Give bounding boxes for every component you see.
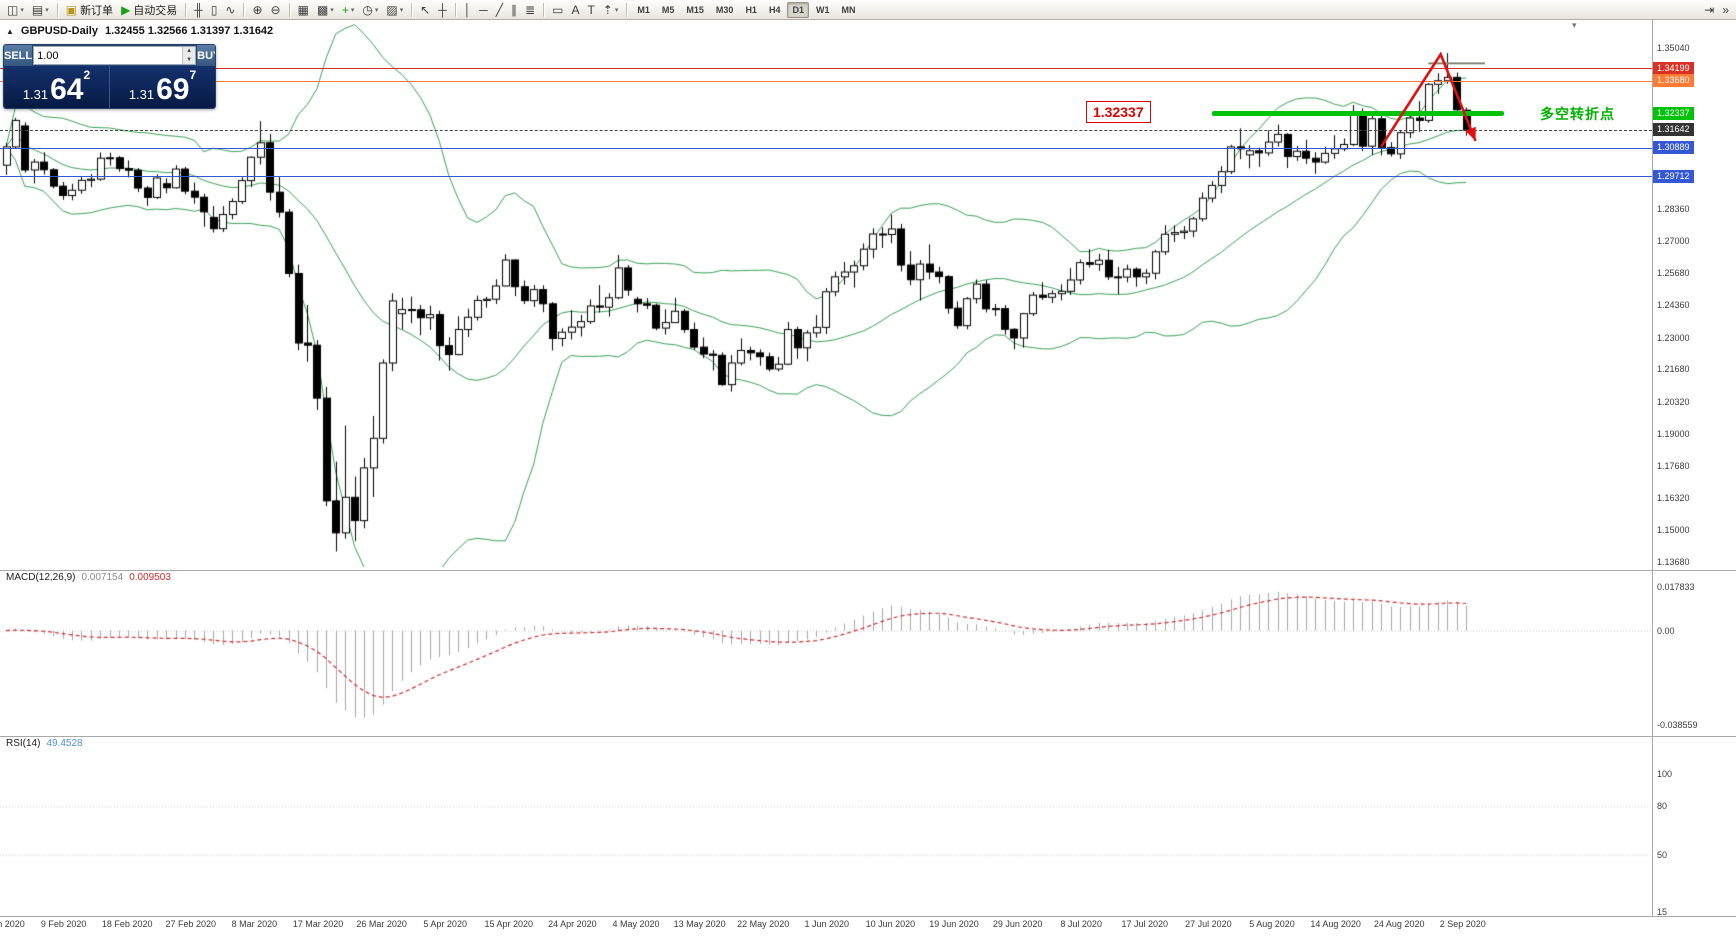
sell-price[interactable]: 1.31 64 2	[4, 66, 109, 108]
macd-label: MACD(12,26,9) 0.007154 0.009503	[6, 572, 171, 583]
date-axis-border	[0, 916, 1736, 917]
volume-up-button[interactable]: ▲	[186, 48, 193, 54]
one-click-collapse-icon[interactable]: ▲	[6, 26, 14, 36]
chart-shift-marker[interactable]: ▾	[1572, 20, 1577, 30]
level-line-1.30889[interactable]	[0, 147, 1652, 149]
rsi-label: RSI(14) 49.4528	[6, 738, 83, 749]
pane-separator-rsi[interactable]	[0, 736, 1736, 737]
volume-input[interactable]	[34, 47, 183, 64]
macd-signal-value: 0.009503	[129, 572, 171, 583]
chart-title: ▲ GBPUSD-Daily 1.32455 1.32566 1.31397 1…	[6, 25, 273, 37]
level-line-1.29712[interactable]	[0, 176, 1652, 178]
volume-spinner: ▲ ▼	[182, 47, 196, 64]
pane-separator-macd[interactable]	[0, 570, 1736, 571]
buy-price-pip: 7	[189, 68, 197, 82]
macd-main-value: 0.007154	[81, 572, 124, 583]
sell-price-prefix: 1.31	[22, 86, 49, 102]
turning-point-label: 多空转折点	[1540, 106, 1615, 122]
buy-button[interactable]: BUY	[197, 45, 215, 66]
buy-price-big: 69	[156, 72, 190, 106]
volume-down-button[interactable]: ▼	[186, 57, 193, 63]
one-click-trading-panel: SELL ▲ ▼ BUY 1.31 64 2 1.31 69 7	[3, 44, 216, 109]
buy-price[interactable]: 1.31 69 7	[110, 66, 215, 108]
turning-point-line[interactable]	[1211, 110, 1504, 116]
sell-button[interactable]: SELL	[4, 45, 33, 66]
price-axis-border	[1652, 20, 1653, 917]
symbol-label: GBPUSD-Daily	[20, 25, 98, 37]
level-line-1.31642[interactable]	[0, 129, 1652, 131]
rsi-value: 49.4528	[46, 738, 83, 749]
macd-name: MACD(12,26,9)	[6, 572, 76, 583]
rsi-name: RSI(14)	[6, 738, 41, 749]
buy-price-prefix: 1.31	[128, 86, 155, 102]
volume-field: ▲ ▼	[33, 46, 197, 65]
ohlc-values: 1.32455 1.32566 1.31397 1.31642	[104, 25, 274, 37]
sell-price-big: 64	[50, 72, 84, 106]
level-line-1.34199[interactable]	[0, 68, 1652, 70]
level-line-1.33680[interactable]	[0, 80, 1652, 82]
sell-price-pip: 2	[83, 68, 91, 82]
price-divider	[109, 66, 110, 108]
one-click-prices-row: 1.31 64 2 1.31 69 7	[4, 66, 215, 108]
one-click-controls-row: SELL ▲ ▼ BUY	[4, 45, 215, 66]
level-callout[interactable]: 1.32337	[1086, 101, 1151, 123]
